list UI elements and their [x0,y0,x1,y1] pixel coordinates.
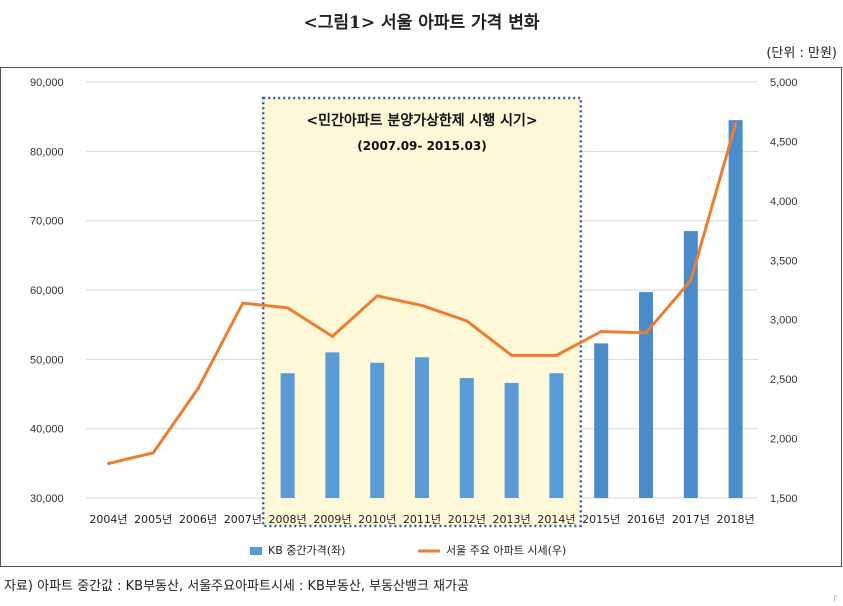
line-point [330,334,334,338]
x-tick-label: 2009년 [313,513,351,526]
x-tick-label: 2010년 [358,513,396,526]
y-right-tick-label: 2,500 [770,374,798,386]
y-right-tick-label: 1,500 [770,493,798,505]
line-point [510,353,514,357]
bar [594,343,609,498]
bar [639,292,653,498]
line-point [286,306,290,310]
line-point [241,301,245,305]
y-left-tick-label: 70,000 [30,216,64,228]
bar [459,378,474,498]
x-tick-label: 2014년 [537,513,575,526]
x-tick-label: 2017년 [672,513,710,526]
corner-mark: ┌ [831,592,837,602]
y-left-tick-label: 60,000 [30,285,64,297]
bar [415,357,429,498]
x-tick-label: 2007년 [224,513,262,526]
x-tick-label: 2004년 [89,513,127,526]
line-point [106,462,110,466]
unit-label: (단위 : 만원) [766,46,837,61]
bar [683,231,698,499]
x-tick-label: 2018년 [717,513,755,526]
legend-line-label: 서울 주요 아파트 시세(우) [446,544,566,557]
bar [504,382,519,498]
chart-title: <그림1> 서울 아파트 가격 변화 [303,13,540,33]
line-point [151,451,155,455]
bar [325,352,340,498]
line-point [196,387,200,391]
annotation-title: <민간아파트 분양가상한제 시행 시기> [306,112,537,129]
x-tick-label: 2013년 [493,513,531,526]
annotation-subtitle: (2007.09- 2015.03) [357,139,486,153]
source-note: 자료) 아파트 중간값 : KB부동산, 서울주요아파트시세 : KB부동산, … [4,579,469,594]
x-tick-label: 2011년 [403,513,441,526]
bar [549,373,564,498]
x-tick-label: 2006년 [179,513,217,526]
x-tick-label: 2016년 [627,513,665,526]
legend-bar-swatch [250,547,262,555]
bar [370,362,385,498]
line-point [599,330,603,334]
x-tick-label: 2008년 [269,513,307,526]
y-left-tick-label: 40,000 [30,424,64,436]
y-left-tick-label: 30,000 [30,493,64,505]
line-point [554,353,558,357]
y-left-tick-label: 50,000 [30,354,64,366]
y-right-tick-label: 5,000 [770,77,798,89]
line-point [734,122,738,126]
y-right-tick-label: 3,000 [770,315,798,327]
y-right-tick-label: 4,000 [770,196,798,208]
line-point [465,319,469,323]
y-right-tick-label: 2,000 [770,434,798,446]
bar [728,120,743,498]
line-point [644,331,648,335]
x-tick-label: 2005년 [134,513,172,526]
y-right-tick-label: 3,500 [770,255,798,267]
x-tick-label: 2015년 [582,513,620,526]
y-left-tick-label: 90,000 [30,77,64,89]
line-point [689,278,693,282]
x-tick-label: 2012년 [448,513,486,526]
legend-bar-label: KB 중간가격(좌) [268,544,345,557]
chart-frame [0,67,842,567]
y-left-tick-label: 80,000 [30,146,64,158]
line-point [420,303,424,307]
bar [280,373,295,498]
line-point [375,294,379,298]
y-right-tick-label: 4,500 [770,136,798,148]
